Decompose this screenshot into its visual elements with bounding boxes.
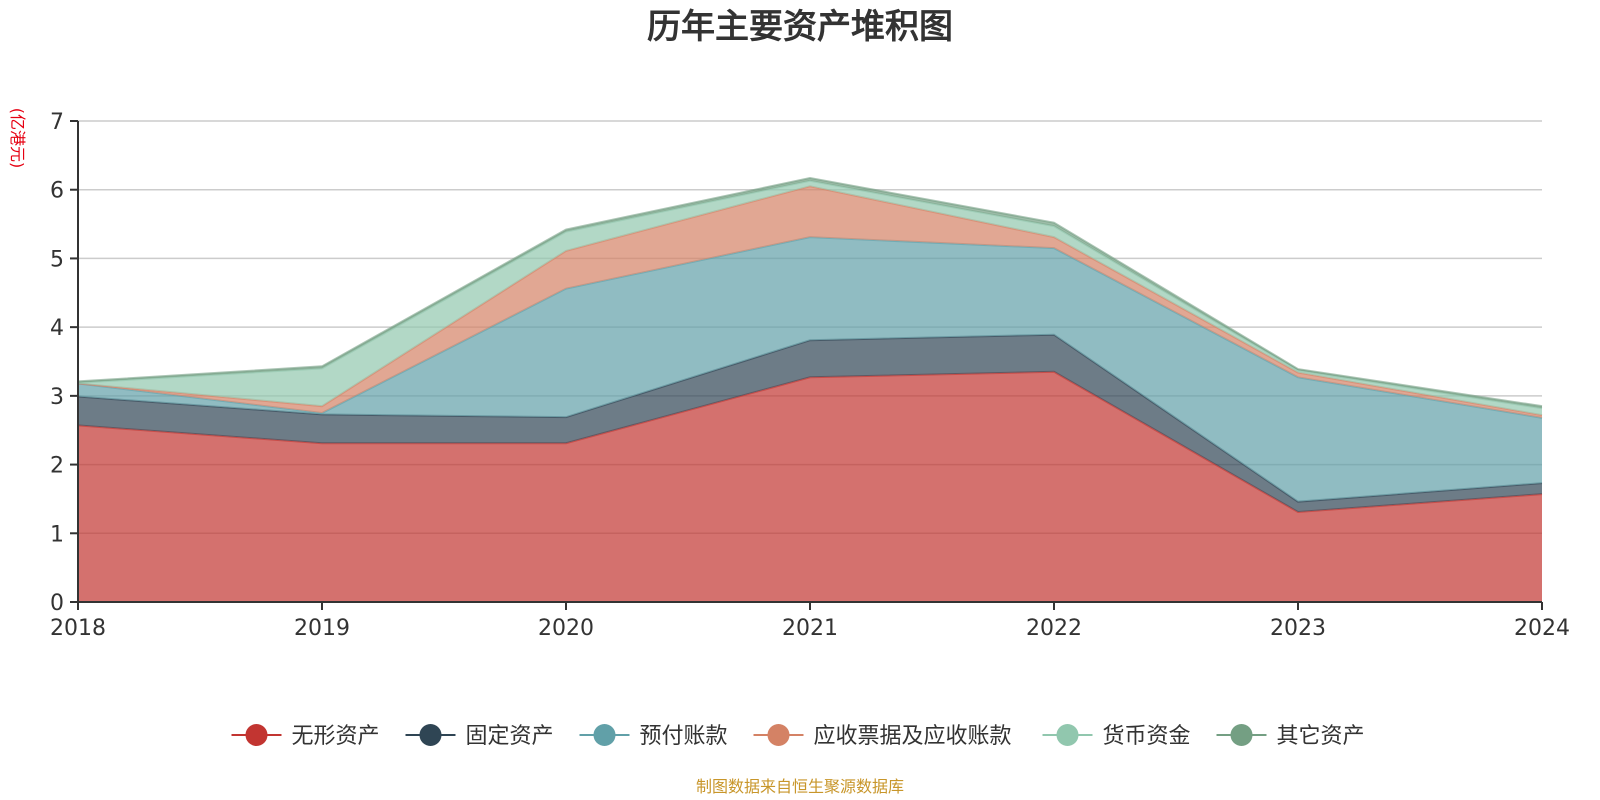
area-series-预付账款 [78, 237, 1542, 502]
data-source-note: 制图数据来自恒生聚源数据库 [696, 777, 904, 796]
legend-item-预付账款[interactable]: 预付账款 [579, 724, 728, 749]
legend-marker-icon [245, 724, 268, 746]
x-tick-label: 2018 [50, 616, 106, 641]
legend-item-固定资产[interactable]: 固定资产 [405, 724, 554, 749]
x-tick-label: 2023 [1270, 616, 1326, 641]
stacked-areas [77, 177, 1543, 602]
axes: 0 1 2 3 4 5 6 7 2018 2019 2020 2021 2022 2023 2024 [50, 110, 1570, 641]
legend-item-其它资产[interactable]: 其它资产 [1216, 724, 1365, 749]
legend-marker-icon [419, 724, 442, 746]
y-tick-label: 0 [50, 591, 64, 616]
y-tick-label: 7 [50, 110, 64, 135]
x-tick-label: 2022 [1026, 616, 1082, 641]
x-tick-label: 2024 [1514, 616, 1570, 641]
legend-label: 其它资产 [1277, 724, 1365, 749]
legend: 无形资产 固定资产 预付账款 应收票据及应收账款 货币资金 其它资产 [231, 724, 1365, 749]
y-tick-label: 1 [50, 522, 64, 547]
legend-label: 固定资产 [466, 724, 554, 749]
legend-label: 预付账款 [640, 724, 728, 749]
y-tick-label: 3 [50, 385, 64, 410]
area-series-固定资产 [78, 334, 1542, 512]
y-tick-label: 4 [50, 316, 64, 341]
legend-marker-icon [1056, 724, 1079, 746]
area-series-货币资金 [78, 180, 1542, 416]
chart-title: 历年主要资产堆积图 [647, 7, 953, 47]
legend-item-无形资产[interactable]: 无形资产 [231, 724, 380, 749]
x-tick-label: 2020 [538, 616, 594, 641]
legend-label: 无形资产 [292, 724, 380, 749]
y-tick-label: 2 [50, 454, 64, 479]
area-series-无形资产 [78, 371, 1542, 602]
legend-label: 货币资金 [1103, 724, 1191, 749]
y-tick-label: 6 [50, 179, 64, 204]
legend-marker-icon [593, 724, 616, 746]
legend-item-货币资金[interactable]: 货币资金 [1042, 724, 1191, 749]
x-tick-label: 2019 [294, 616, 350, 641]
legend-label: 应收票据及应收账款 [814, 724, 1012, 749]
y-axis-unit-label: (亿港元) [8, 108, 27, 169]
area-series-应收票据及应收账款 [78, 186, 1542, 418]
legend-marker-icon [767, 724, 790, 746]
x-tick-label: 2021 [782, 616, 838, 641]
area-line-其它资产 [77, 177, 1543, 408]
area-series-其它资产 [78, 178, 1542, 409]
y-tick-label: 5 [50, 247, 64, 272]
legend-marker-icon [1230, 724, 1253, 746]
legend-item-应收票据及应收账款[interactable]: 应收票据及应收账款 [753, 724, 1012, 749]
